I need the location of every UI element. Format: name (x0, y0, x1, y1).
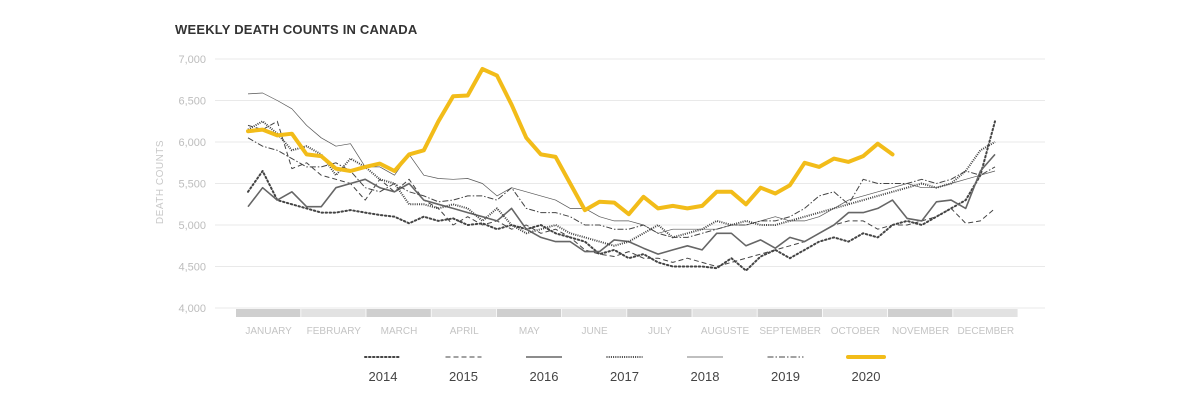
month-label: SEPTEMBER (759, 326, 821, 337)
y-tick-label: 6,000 (178, 137, 206, 149)
y-tick-label: 6,500 (178, 96, 206, 108)
month-label: APRIL (450, 326, 479, 337)
series-line-2016 (247, 153, 996, 255)
month-label: MAY (519, 326, 540, 337)
legend-label: 2014 (369, 369, 398, 384)
legend-label: 2020 (852, 369, 881, 384)
month-label: JUNE (582, 326, 608, 337)
legend-label: 2019 (771, 369, 800, 384)
month-label: FEBRUARY (307, 326, 362, 337)
month-label: JANUARY (245, 326, 292, 337)
month-band (822, 309, 888, 317)
month-label: AUGUSTE (701, 326, 750, 337)
chart-title: WEEKLY DEATH COUNTS IN CANADA (175, 22, 418, 37)
month-band (562, 309, 627, 317)
y-tick-labels: 4,000 4,500 5,000 5,500 6,000 6,500 7,000 (178, 54, 206, 315)
legend-label: 2018 (691, 369, 720, 384)
series-layer (246, 67, 996, 272)
month-bands: JANUARY FEBRUARY MARCH APRIL MAY JUNE JULY AUGU… (236, 309, 1018, 337)
series-line-2015 (247, 120, 996, 267)
y-tick-label: 5,000 (178, 220, 206, 232)
month-label: NOVEMBER (892, 326, 949, 337)
y-tick-label: 5,500 (178, 179, 206, 191)
y-tick-label: 4,000 (178, 303, 206, 315)
y-axis-label: DEATH COUNTS (155, 140, 166, 224)
y-tick-label: 7,000 (178, 54, 206, 66)
month-band (757, 309, 822, 317)
month-label: MARCH (381, 326, 418, 337)
month-band (301, 309, 366, 317)
month-label: OCTOBER (831, 326, 880, 337)
series-line-2020 (246, 67, 895, 217)
month-band (431, 309, 496, 317)
legend-label: 2016 (530, 369, 559, 384)
legend-label: 2015 (449, 369, 478, 384)
month-band (627, 309, 692, 317)
month-label: DECEMBER (957, 326, 1014, 337)
month-label: JULY (648, 326, 672, 337)
month-band (366, 309, 431, 317)
series-line-2019 (247, 137, 996, 238)
month-band (236, 309, 301, 317)
month-band (953, 309, 1018, 317)
series-line-2014 (247, 120, 996, 272)
month-band (692, 309, 757, 317)
grid-layer (215, 58, 1045, 309)
month-band (888, 309, 953, 317)
legend-label: 2017 (610, 369, 639, 384)
legend: 2014 2015 2016 2017 2018 2019 2020 (364, 355, 886, 384)
series-line-2017 (247, 120, 996, 247)
month-band (496, 309, 562, 317)
y-tick-label: 4,500 (178, 262, 206, 274)
